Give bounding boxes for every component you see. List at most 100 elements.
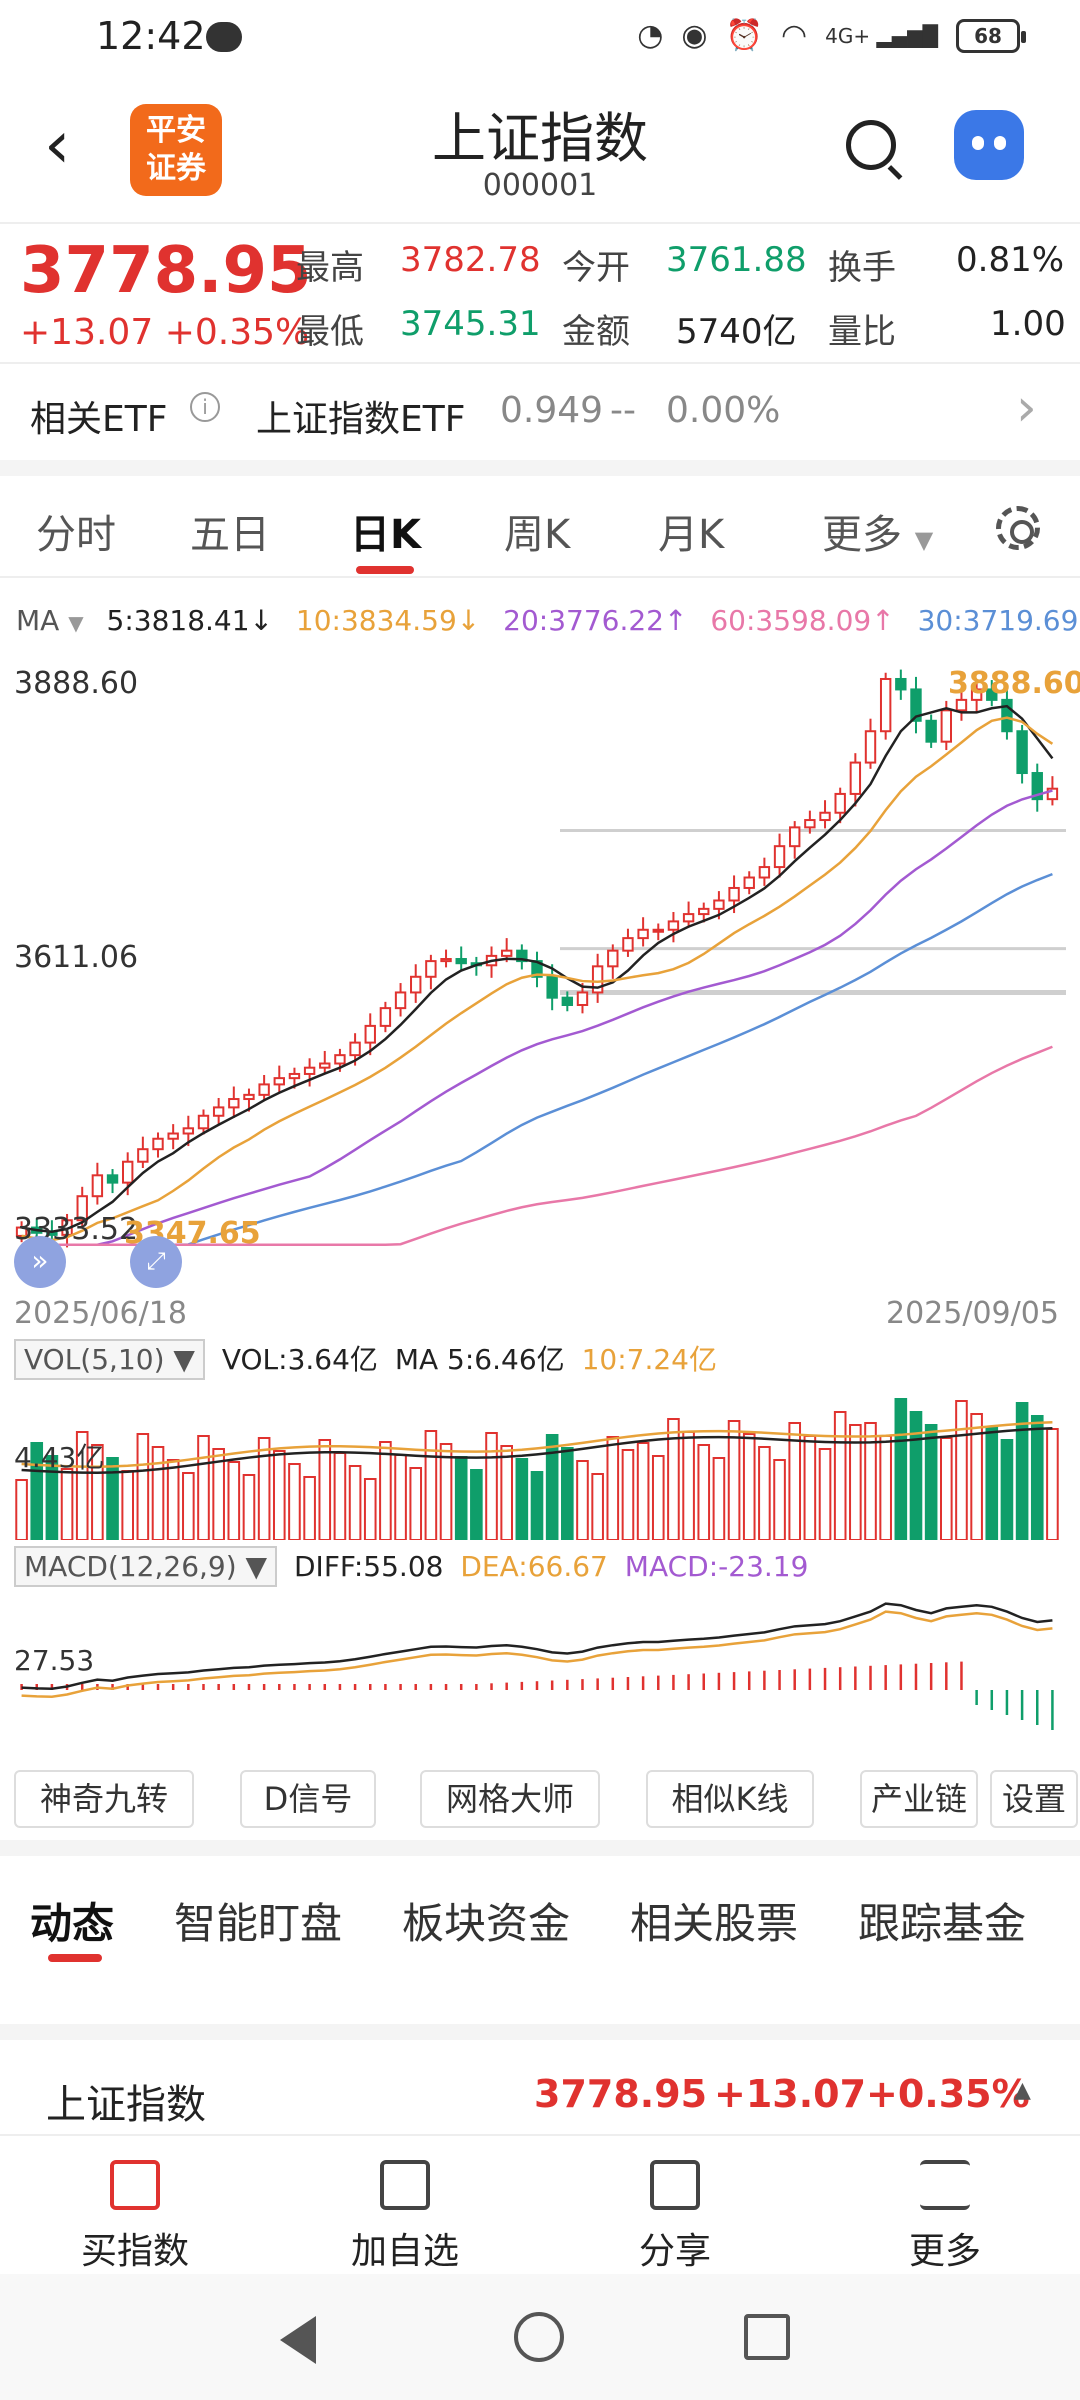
gear-icon[interactable] [996, 506, 1040, 550]
ma-legend: MA ▼ 5:3818.41↓ 10:3834.59↓ 20:3776.22↑ … [16, 604, 1080, 637]
etf-change: -- [610, 390, 636, 431]
tab-weekly-k[interactable]: 周K [504, 512, 571, 558]
tab-five-day[interactable]: 五日 [190, 512, 270, 558]
date-end: 2025/09/05 [886, 1296, 1059, 1331]
add-watchlist-button[interactable]: 加自选 [330, 2160, 480, 2274]
tab-sector-funds[interactable]: 板块资金 [402, 1899, 571, 1948]
volume-bar [788, 1422, 802, 1540]
content-tabs: 动态 智能盯盘 板块资金 相关股票 跟踪基金 [0, 1840, 1080, 1970]
active-tab-indicator [356, 566, 414, 574]
macd-diff: DIFF:55.08 [294, 1550, 444, 1583]
candlestick-chart[interactable] [0, 650, 1080, 1290]
d-signal-button[interactable]: D信号 [240, 1770, 376, 1828]
macd-indicator-select[interactable]: MACD(12,26,9) ▼ [14, 1546, 278, 1587]
volume-bar [197, 1435, 210, 1540]
volume-bar [515, 1458, 529, 1540]
low-value: 3745.31 [400, 304, 541, 344]
volume-bar [1000, 1439, 1014, 1540]
high-value: 3782.78 [400, 240, 541, 280]
nav-home-icon[interactable] [514, 2312, 564, 2362]
magic-nine-button[interactable]: 神奇九转 [14, 1770, 194, 1828]
volume-axis: 4.43亿 [14, 1441, 105, 1474]
volume-bar [939, 1437, 953, 1540]
caret-up-icon[interactable]: ▲ [1014, 2078, 1031, 2103]
status-time: 12:42 [96, 14, 206, 58]
nav-recents-icon[interactable] [744, 2314, 790, 2360]
ma5-line [21, 704, 1054, 1233]
ticker-bar[interactable]: 上证指数 3778.95 +13.07 +0.35% ▲ [0, 2024, 1080, 2134]
macd-chart [20, 1602, 1054, 1730]
fullscreen-icon[interactable]: ⤢ [130, 1236, 182, 1288]
related-etf-row[interactable]: 相关ETF i 上证指数ETF 0.949 -- 0.00% › [0, 362, 1080, 462]
candle-body [243, 1093, 255, 1101]
tab-tracking-funds[interactable]: 跟踪基金 [858, 1899, 1027, 1948]
candle-body [849, 761, 862, 795]
volume-bar [742, 1433, 756, 1540]
candle-body [607, 949, 619, 968]
index-code: 000001 [482, 168, 598, 203]
volume-value: VOL:3.64亿 [221, 1343, 378, 1376]
etf-label: 相关ETF [30, 399, 168, 440]
candle-body [1001, 698, 1013, 733]
menu-icon [920, 2160, 970, 2210]
macd-line [21, 1610, 1053, 1698]
volume-bar [621, 1449, 635, 1540]
volume-bar [1015, 1402, 1029, 1540]
candle-body [910, 688, 922, 722]
tab-monthly-k[interactable]: 月K [658, 512, 725, 558]
eye-icon: ◉ [681, 18, 708, 53]
back-icon[interactable]: ‹ [44, 106, 71, 183]
tab-daily-k[interactable]: 日K [350, 512, 421, 558]
active-tab-indicator [48, 1954, 102, 1962]
broker-logo[interactable]: 平安证券 [130, 104, 222, 196]
current-price: 3778.95 [20, 234, 312, 308]
volume-bar [667, 1418, 680, 1540]
search-icon[interactable] [846, 120, 896, 170]
more-button[interactable]: 更多 [870, 2160, 1020, 2274]
tab-news[interactable]: 动态 [30, 1899, 115, 1948]
candle-body [212, 1106, 225, 1117]
volume-indicator-select[interactable]: VOL(5,10) ▼ [14, 1339, 205, 1380]
buy-index-button[interactable]: 买指数 [60, 2160, 210, 2274]
candle-body [986, 688, 998, 701]
candle-body [137, 1148, 149, 1163]
ma30-value: 30:3719.69↑ [917, 604, 1080, 637]
volume-bar [454, 1456, 468, 1540]
candle-body [500, 949, 513, 957]
similar-kline-button[interactable]: 相似K线 [646, 1770, 814, 1828]
candle-body [895, 677, 907, 691]
candle-body [1016, 730, 1028, 775]
nav-back-icon[interactable] [280, 2316, 316, 2364]
share-button[interactable]: 分享 [600, 2160, 750, 2274]
assistant-robot-icon[interactable] [954, 110, 1024, 180]
price-change: +13.07 +0.35% [20, 312, 310, 353]
industry-chain-button[interactable]: 产业链 [860, 1770, 978, 1828]
signal-icon: 4G+ ▂▄▆█ [825, 23, 938, 48]
candle-body [637, 928, 649, 940]
ma60-line [21, 1045, 1053, 1247]
volume-bar [606, 1436, 620, 1540]
wifi-icon: ◠ [780, 18, 808, 53]
indicator-tools: 神奇九转 D信号 网格大师 相似K线 产业链 设置 [0, 1770, 1080, 1830]
settings-button[interactable]: 设置 [990, 1770, 1078, 1828]
tab-smart-watch[interactable]: 智能盯盘 [174, 1899, 343, 1948]
expand-icon[interactable]: » [14, 1236, 66, 1288]
volume-bar [1030, 1415, 1044, 1540]
grid-master-button[interactable]: 网格大师 [420, 1770, 600, 1828]
date-start: 2025/06/18 [14, 1296, 187, 1331]
candle-body [804, 819, 816, 829]
etf-name: 上证指数ETF [256, 399, 466, 440]
etf-pct: 0.00% [666, 390, 781, 431]
volume-bar [470, 1469, 483, 1540]
candle-body [940, 709, 953, 743]
tab-intraday[interactable]: 分时 [36, 512, 116, 558]
etf-price: 0.949 [500, 390, 604, 431]
candle-body [970, 688, 983, 701]
status-bar: 12:42 ◔ ◉ ⏰ ◠ 4G+ ▂▄▆█ 68 [0, 0, 1080, 82]
tab-related-stocks[interactable]: 相关股票 [630, 1899, 799, 1948]
candle-body [364, 1024, 376, 1044]
info-icon[interactable]: i [190, 392, 220, 422]
candle-body [152, 1137, 164, 1151]
volume-bar [91, 1444, 104, 1540]
tab-more[interactable]: 更多 ▼ [822, 512, 934, 558]
